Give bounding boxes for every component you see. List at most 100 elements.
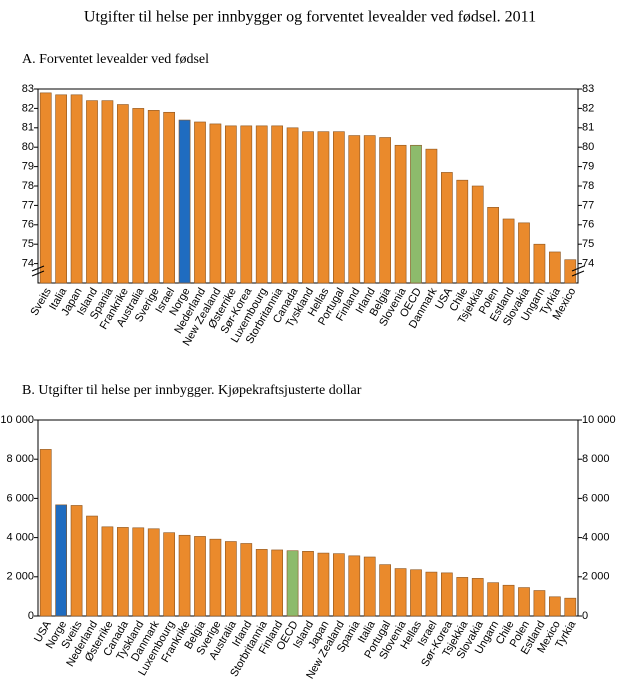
- bar: [348, 135, 361, 284]
- bar: [163, 532, 175, 617]
- bar: [271, 125, 283, 284]
- bar: [86, 515, 98, 617]
- bar: [178, 534, 191, 617]
- bar: [101, 526, 114, 617]
- y-tick-label: 8 000: [6, 453, 34, 465]
- bar: [333, 553, 345, 617]
- bar: [348, 555, 361, 617]
- bar: [471, 578, 484, 617]
- bar: [39, 449, 52, 617]
- y2-tick-label: 78: [582, 180, 594, 192]
- bar: [410, 144, 422, 284]
- bar: [286, 127, 299, 284]
- y2-tick-label: 8 000: [582, 453, 610, 465]
- y2-tick-label: 0: [582, 610, 588, 622]
- bar: [225, 541, 237, 617]
- chart-title: B. Utgifter til helse per innbygger. Kjø…: [22, 383, 362, 398]
- y2-tick-label: 6 000: [582, 492, 610, 504]
- y2-tick-label: 74: [582, 258, 594, 270]
- y2-tick-label: 4 000: [582, 532, 610, 544]
- y-tick-label: 82: [22, 102, 34, 114]
- bar: [441, 572, 453, 617]
- y2-tick-label: 81: [582, 122, 594, 134]
- bar: [178, 119, 191, 284]
- bar: [302, 131, 314, 284]
- bar: [425, 571, 438, 617]
- bar: [163, 111, 175, 284]
- bar: [70, 94, 83, 284]
- chart-title: A. Forventet levealder ved fødsel: [22, 52, 209, 67]
- bar: [317, 552, 330, 617]
- bar: [394, 144, 407, 284]
- y-tick-label: 83: [22, 83, 34, 95]
- bar: [363, 135, 376, 284]
- bar: [209, 123, 222, 284]
- bar: [564, 597, 577, 617]
- bar: [271, 549, 283, 617]
- bar: [55, 94, 67, 284]
- bar: [549, 596, 561, 617]
- y-tick-label: 4 000: [6, 532, 34, 544]
- bar: [518, 222, 530, 284]
- bar: [286, 550, 299, 617]
- bar: [317, 131, 330, 284]
- bar: [533, 243, 546, 284]
- y-tick-label: 78: [22, 180, 34, 192]
- y-tick-label: 75: [22, 238, 34, 250]
- bar: [117, 104, 129, 284]
- bar: [101, 100, 114, 284]
- bar: [86, 100, 98, 284]
- bar: [132, 108, 145, 284]
- y2-tick-label: 79: [582, 161, 594, 173]
- bar: [209, 538, 222, 617]
- y2-tick-label: 80: [582, 141, 594, 153]
- y-tick-label: 10 000: [0, 414, 34, 426]
- y2-tick-label: 2 000: [582, 571, 610, 583]
- bar: [147, 528, 160, 617]
- bar: [502, 218, 515, 284]
- bar: [379, 564, 391, 617]
- bar: [255, 549, 268, 617]
- y-tick-label: 77: [22, 199, 34, 211]
- y-tick-label: 81: [22, 122, 34, 134]
- y-tick-label: 76: [22, 219, 34, 231]
- y-tick-label: 79: [22, 161, 34, 173]
- bar: [117, 527, 129, 617]
- y2-tick-label: 76: [582, 219, 594, 231]
- bar: [70, 505, 83, 617]
- bar: [255, 125, 268, 284]
- axis-break: [571, 265, 585, 277]
- bar: [55, 504, 67, 617]
- bar: [363, 556, 376, 617]
- bar: [194, 536, 206, 617]
- bar: [194, 121, 206, 284]
- bar: [487, 582, 499, 617]
- axis-break: [31, 265, 45, 277]
- bar: [502, 584, 515, 617]
- bar: [533, 590, 546, 617]
- y-tick-label: 6 000: [6, 492, 34, 504]
- y-tick-label: 2 000: [6, 571, 34, 583]
- y2-tick-label: 83: [582, 83, 594, 95]
- bar: [410, 569, 422, 617]
- bar: [147, 110, 160, 284]
- y2-tick-label: 75: [582, 238, 594, 250]
- bar: [487, 207, 499, 284]
- bar: [549, 251, 561, 284]
- bar: [333, 131, 345, 284]
- y-tick-label: 74: [22, 258, 34, 270]
- bar: [132, 527, 145, 617]
- bar: [240, 125, 253, 284]
- bar: [441, 172, 453, 284]
- bar: [425, 148, 438, 284]
- bar: [456, 179, 469, 284]
- bar: [564, 259, 577, 284]
- bar: [394, 568, 407, 617]
- y2-tick-label: 77: [582, 199, 594, 211]
- y2-tick-label: 10 000: [582, 414, 616, 426]
- bar: [240, 543, 253, 617]
- bar: [302, 551, 314, 617]
- bar: [471, 185, 484, 284]
- page-title: Utgifter til helse per innbygger og forv…: [84, 9, 536, 26]
